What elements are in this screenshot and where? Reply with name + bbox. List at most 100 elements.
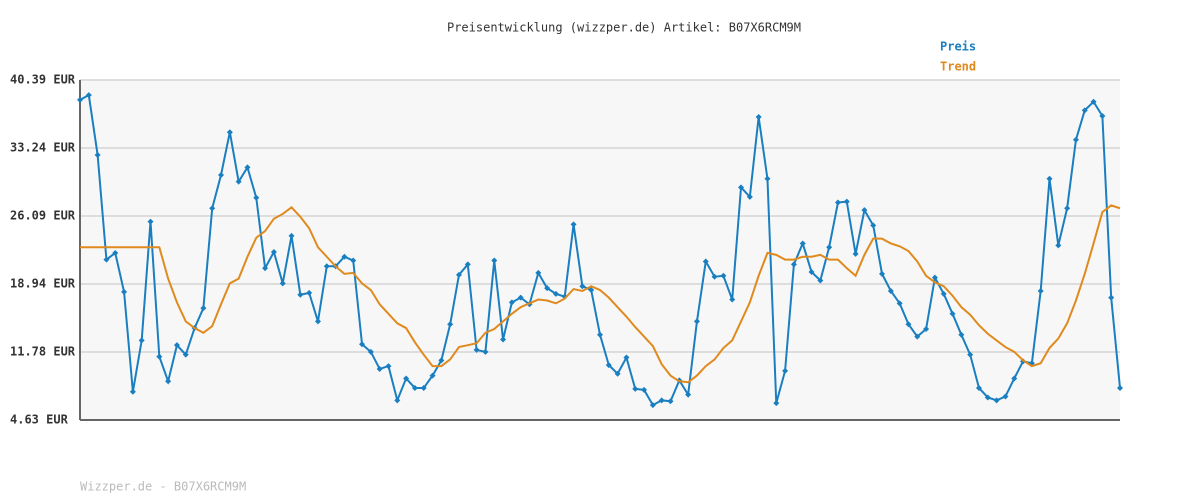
point	[209, 205, 216, 212]
point	[923, 326, 930, 333]
point	[799, 240, 806, 247]
point	[447, 321, 454, 328]
point	[914, 333, 921, 340]
point	[711, 273, 718, 280]
point	[270, 248, 277, 255]
point	[411, 384, 418, 391]
point	[861, 207, 868, 214]
point	[808, 268, 815, 275]
point	[341, 253, 348, 260]
point	[129, 388, 136, 395]
point	[729, 296, 736, 303]
point	[649, 402, 656, 409]
point	[85, 92, 92, 99]
point	[491, 257, 498, 264]
point	[182, 351, 189, 358]
point	[773, 400, 780, 407]
point	[1081, 107, 1088, 114]
point	[420, 384, 427, 391]
footer: Wizzper.de - B07X6RCM9M	[80, 480, 246, 494]
point	[931, 274, 938, 281]
point	[896, 300, 903, 307]
point	[738, 184, 745, 191]
point	[1002, 393, 1009, 400]
point	[306, 289, 313, 296]
point	[685, 391, 692, 398]
point	[279, 280, 286, 287]
point	[112, 249, 119, 256]
point	[138, 337, 145, 344]
point	[226, 129, 233, 136]
point	[755, 113, 762, 120]
point	[121, 288, 128, 295]
point	[482, 348, 489, 355]
point	[262, 265, 269, 272]
point	[764, 175, 771, 182]
point	[156, 353, 163, 360]
point	[949, 310, 956, 317]
point	[1011, 375, 1018, 382]
point	[905, 321, 912, 328]
point	[826, 244, 833, 251]
point	[244, 164, 251, 171]
point	[579, 283, 586, 290]
point	[958, 331, 965, 338]
point	[535, 269, 542, 276]
point	[641, 386, 648, 393]
point	[887, 287, 894, 294]
point	[614, 370, 621, 377]
y-tick-label: 4.63 EUR	[10, 413, 69, 427]
point	[323, 263, 330, 270]
y-tick-label: 26.09 EUR	[10, 208, 76, 222]
point	[376, 365, 383, 372]
point	[147, 218, 154, 225]
point	[165, 378, 172, 385]
point	[1108, 294, 1115, 301]
point	[879, 270, 886, 277]
point	[782, 367, 789, 374]
point	[517, 294, 524, 301]
chart-title: Preisentwicklung (wizzper.de) Artikel: B…	[447, 21, 801, 35]
point	[218, 171, 225, 178]
point	[1064, 205, 1071, 212]
point	[852, 250, 859, 257]
point	[500, 336, 507, 343]
point	[1117, 384, 1123, 391]
point	[350, 257, 357, 264]
point	[975, 384, 982, 391]
point	[385, 363, 392, 370]
point	[746, 193, 753, 200]
legend-label: Trend	[940, 60, 976, 74]
point	[623, 354, 630, 361]
point	[464, 261, 471, 268]
y-tick-label: 40.39 EUR	[10, 73, 76, 87]
point	[1037, 287, 1044, 294]
point	[359, 341, 366, 348]
point	[790, 261, 797, 268]
point	[1072, 136, 1079, 143]
point	[597, 331, 603, 338]
point	[1090, 98, 1097, 105]
point	[173, 342, 180, 349]
point	[473, 346, 480, 353]
point	[667, 398, 674, 405]
point	[1055, 242, 1062, 249]
point	[984, 394, 991, 401]
point	[843, 198, 850, 205]
point	[438, 357, 445, 364]
point	[508, 299, 515, 306]
point	[429, 372, 436, 379]
point	[394, 397, 401, 404]
point	[693, 318, 700, 325]
point	[253, 194, 260, 201]
point	[1046, 175, 1053, 182]
point	[993, 397, 1000, 404]
point	[403, 375, 410, 382]
point	[588, 287, 595, 294]
point	[702, 258, 709, 265]
plot-area	[80, 80, 1120, 420]
y-tick-label: 11.78 EUR	[10, 345, 76, 359]
point	[552, 290, 559, 297]
point	[658, 397, 665, 404]
